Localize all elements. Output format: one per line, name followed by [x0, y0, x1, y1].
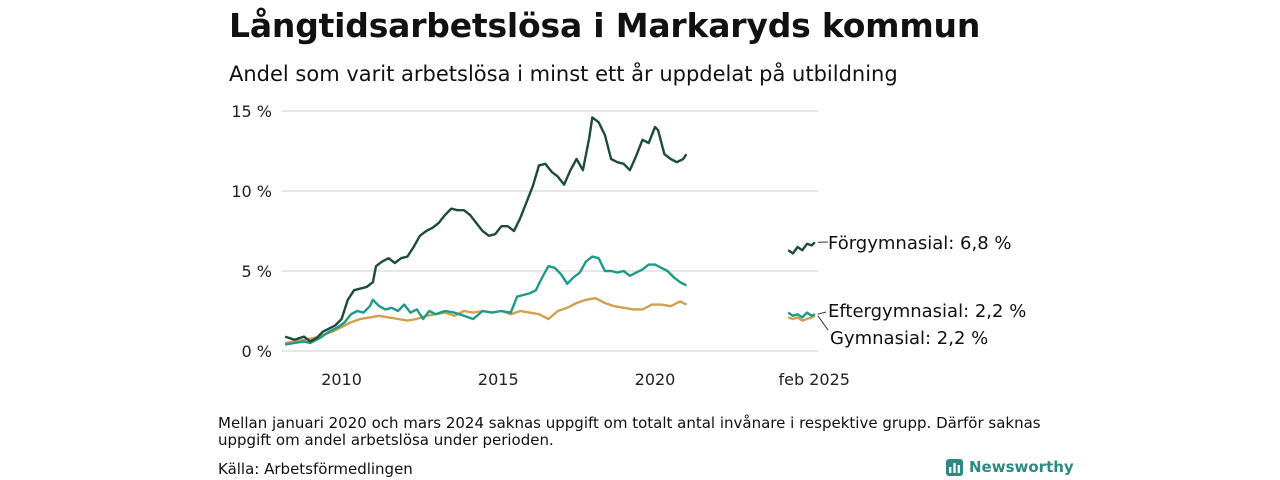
series-end-label: Förgymnasial: 6,8 %: [828, 233, 1012, 254]
series-line-eftergymnasial: [284, 255, 687, 346]
chart-subtitle: Andel som varit arbetslösa i minst ett å…: [229, 62, 898, 86]
y-tick-label: 10 %: [231, 182, 272, 201]
series-end-label: Gymnasial: 2,2 %: [830, 328, 988, 349]
series-lines: [284, 116, 816, 346]
series-line-förgymnasial: [787, 241, 816, 255]
series-labels: Förgymnasial: 6,8 % Eftergymnasial: 2,2 %…: [817, 233, 1026, 349]
x-axis: 2010 2015 2020 feb 2025: [321, 370, 850, 389]
label-leader-line: [817, 311, 827, 315]
chart-title: Långtidsarbetslösa i Markaryds kommun: [229, 6, 981, 45]
brand-logo[interactable]: Newsworthy: [946, 458, 1074, 476]
line-chart: 0 % 5 % 10 % 15 % 2010 2015 2020 feb 2025 Förg…: [231, 102, 1026, 389]
newsworthy-logo-icon: [946, 458, 963, 476]
y-tick-label: 15 %: [231, 102, 272, 121]
y-tick-label: 5 %: [242, 262, 272, 281]
label-leader-line: [817, 315, 829, 331]
brand-name: Newsworthy: [969, 458, 1074, 476]
x-tick-label: 2015: [478, 370, 519, 389]
source-text: Källa: Arbetsförmedlingen: [218, 460, 413, 478]
chart-note: Mellan januari 2020 och mars 2024 saknas…: [218, 414, 1041, 449]
series-line-förgymnasial: [284, 116, 688, 343]
series-line-gymnasial: [787, 314, 816, 322]
x-tick-label: 2020: [635, 370, 676, 389]
series-line-eftergymnasial: [787, 311, 816, 319]
series-end-label: Eftergymnasial: 2,2 %: [828, 301, 1026, 322]
x-tick-label: 2010: [321, 370, 362, 389]
x-tick-label: feb 2025: [779, 370, 850, 389]
gridlines: [282, 110, 818, 352]
y-tick-label: 0 %: [242, 342, 272, 361]
y-axis: 0 % 5 % 10 % 15 %: [231, 102, 272, 361]
